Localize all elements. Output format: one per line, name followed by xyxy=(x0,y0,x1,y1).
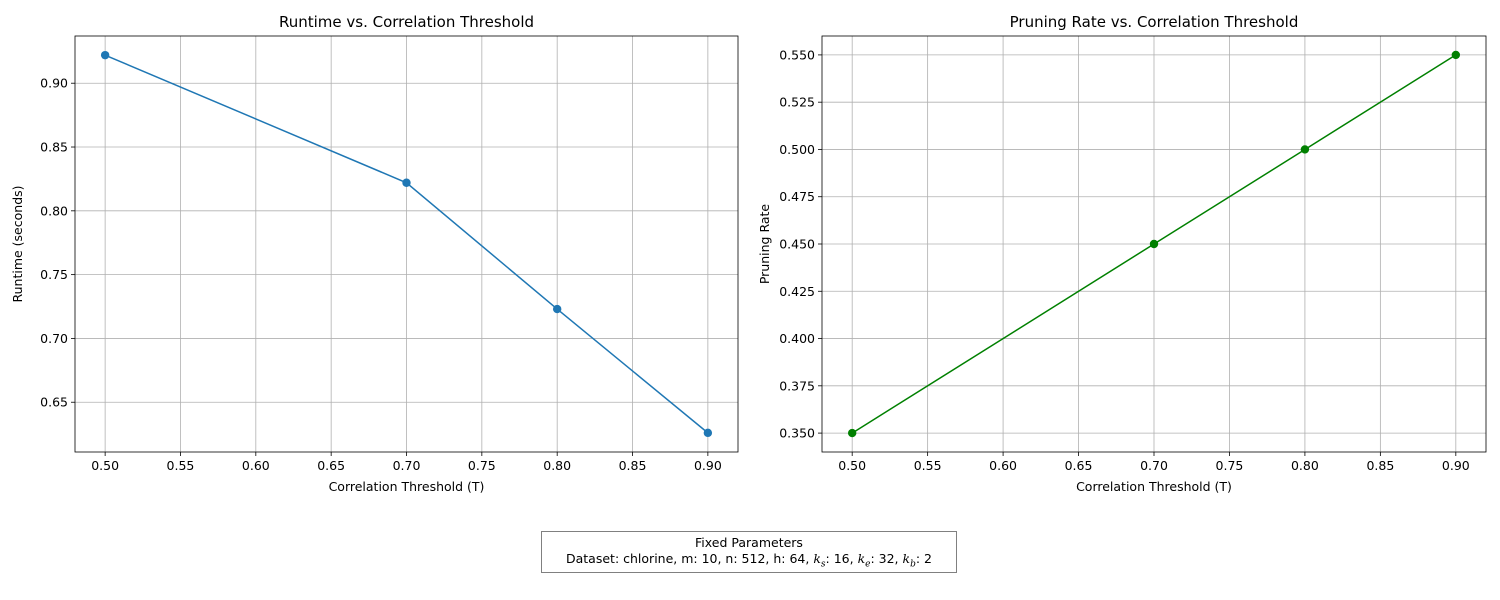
y-tick-label: 0.500 xyxy=(779,142,815,157)
fixed-parameters-title: Fixed Parameters xyxy=(695,535,803,550)
fixed-parameters-box: Fixed Parameters Dataset: chlorine, m: 1… xyxy=(541,531,957,573)
kb-symbol: k xyxy=(902,551,911,566)
pruning-rate-chart: 0.50 0.55 0.60 0.65 0.70 0.75 0.80 0.85 0.90 0.35… xyxy=(757,13,1487,494)
data-point xyxy=(402,178,411,187)
data-point xyxy=(1149,239,1159,249)
data-point xyxy=(100,50,110,60)
x-tick-label: 0.90 xyxy=(694,458,722,473)
y-tick-label: 0.85 xyxy=(40,140,68,155)
x-tick-label: 0.70 xyxy=(1140,458,1168,473)
ks-value: : 16, xyxy=(825,551,858,566)
kb-subscript: b xyxy=(910,559,916,570)
chart-title: Pruning Rate vs. Correlation Threshold xyxy=(1010,13,1299,31)
ks-symbol: k xyxy=(813,551,821,566)
series-line xyxy=(851,54,1457,434)
y-tick-label: 0.350 xyxy=(779,426,815,441)
y-tick-label: 0.550 xyxy=(779,47,815,62)
x-tick-label: 0.85 xyxy=(1366,458,1394,473)
y-tick-label: 0.70 xyxy=(40,331,68,346)
x-axis-label: Correlation Threshold (T) xyxy=(329,479,485,494)
y-tick-label: 0.375 xyxy=(779,378,815,393)
y-tick-label: 0.400 xyxy=(779,331,815,346)
plot-frame xyxy=(74,35,739,453)
y-tick-label: 0.425 xyxy=(779,284,815,299)
fixed-parameters-values: Dataset: chlorine, m: 10, n: 512, h: 64,… xyxy=(542,551,956,573)
dataset-params: Dataset: chlorine, m: 10, n: 512, h: 64, xyxy=(566,551,814,566)
data-point xyxy=(847,428,857,438)
x-tick-label: 0.60 xyxy=(989,458,1017,473)
data-point xyxy=(703,428,713,438)
x-tick-label: 0.80 xyxy=(1291,458,1319,473)
data-point xyxy=(1451,50,1461,60)
y-tick-label: 0.90 xyxy=(40,76,68,91)
plot-frame xyxy=(821,35,1487,453)
data-point xyxy=(1300,145,1310,154)
x-tick-label: 0.55 xyxy=(167,458,195,473)
x-tick-label: 0.75 xyxy=(468,458,496,473)
ke-subscript: e xyxy=(865,559,871,570)
x-tick-label: 0.80 xyxy=(543,458,571,473)
x-tick-label: 0.55 xyxy=(914,458,942,473)
y-tick-label: 0.525 xyxy=(779,95,815,110)
x-tick-label: 0.70 xyxy=(393,458,421,473)
x-tick-label: 0.90 xyxy=(1442,458,1470,473)
y-tick-label: 0.75 xyxy=(40,267,68,282)
x-tick-label: 0.75 xyxy=(1216,458,1244,473)
ke-symbol: k xyxy=(857,551,866,566)
ke-value: : 32, xyxy=(870,551,903,566)
x-tick-label: 0.60 xyxy=(242,458,270,473)
x-tick-label: 0.85 xyxy=(619,458,647,473)
series-line xyxy=(104,54,709,434)
y-axis-label: Pruning Rate xyxy=(757,204,772,285)
runtime-chart: 0.50 0.55 0.60 0.65 0.70 0.75 0.80 0.85 0.90 0.65… xyxy=(10,13,739,494)
ks-subscript: s xyxy=(820,559,826,570)
y-tick-label: 0.450 xyxy=(779,237,815,252)
y-tick-label: 0.475 xyxy=(779,189,815,204)
x-tick-label: 0.50 xyxy=(91,458,119,473)
data-point xyxy=(552,304,562,314)
x-axis-label: Correlation Threshold (T) xyxy=(1076,479,1232,494)
x-tick-label: 0.65 xyxy=(317,458,345,473)
y-tick-label: 0.65 xyxy=(40,395,68,410)
kb-value: : 2 xyxy=(915,551,932,566)
x-tick-label: 0.65 xyxy=(1065,458,1093,473)
y-tick-label: 0.80 xyxy=(40,203,68,218)
y-axis-label: Runtime (seconds) xyxy=(10,185,25,302)
x-tick-label: 0.50 xyxy=(838,458,866,473)
chart-title: Runtime vs. Correlation Threshold xyxy=(279,13,534,31)
